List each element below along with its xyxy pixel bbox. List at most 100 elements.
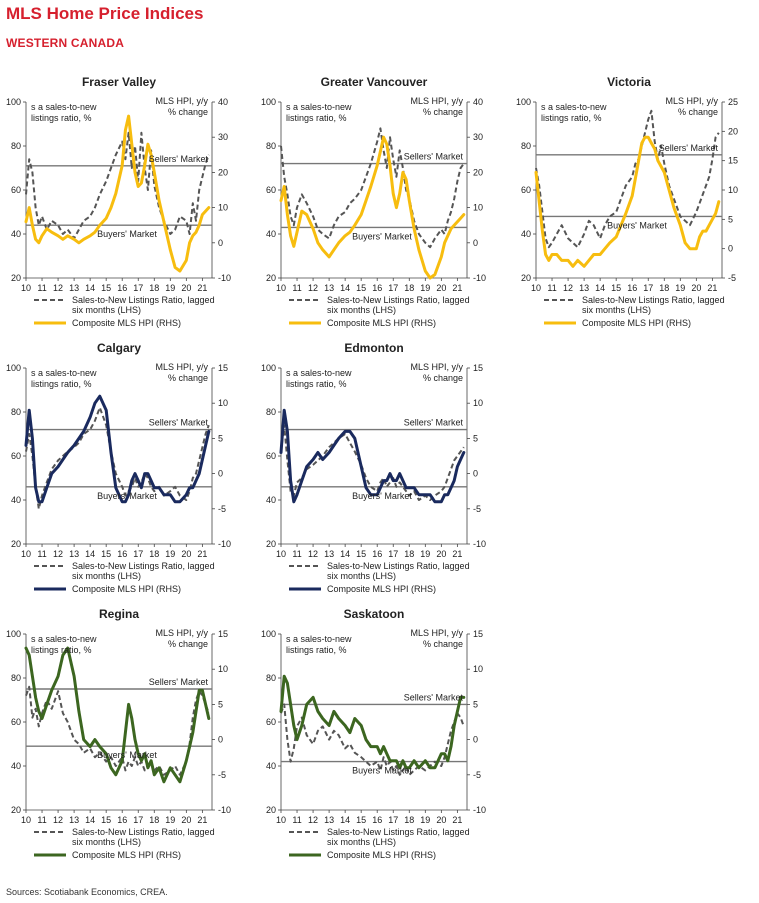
x-tick-label: 13: [579, 283, 589, 293]
left-axis-label: s a sales-to-new listings ratio, %: [541, 102, 607, 123]
x-tick-label: 12: [53, 283, 63, 293]
sellers-market-label: Sellers' Market: [404, 152, 464, 162]
x-tick-label: 21: [197, 815, 207, 825]
right-tick-label: -10: [218, 539, 231, 549]
x-tick-label: 10: [276, 283, 286, 293]
x-tick-label: 11: [37, 283, 46, 293]
hpi-series-line: [279, 674, 466, 770]
x-tick-label: 20: [181, 283, 191, 293]
right-tick-label: -5: [218, 770, 226, 780]
buyers-market-label: Buyers' Market: [352, 491, 412, 501]
chart-title: Edmonton: [344, 341, 403, 355]
left-axis-label: s a sales-to-new listings ratio, %: [286, 634, 352, 655]
chart-greater-vancouver: Greater Vancouver20406080100-10010203040…: [261, 75, 486, 328]
left-tick-label: 100: [516, 97, 531, 107]
right-tick-label: 10: [218, 203, 228, 213]
chart-saskatoon: Saskatoon 20 40 60 80 100 -10 -5 0 5 10 15 10 11 12 13 1…: [261, 607, 486, 860]
left-tick-label: 20: [266, 539, 276, 549]
x-tick-label: 12: [53, 815, 63, 825]
x-tick-label: 11: [292, 815, 301, 825]
x-tick-label: 14: [340, 283, 350, 293]
right-tick-label: 10: [473, 664, 483, 674]
x-tick-label: 15: [611, 283, 621, 293]
legend-ratio-label: Sales-to-New Listings Ratio, lagged six m…: [72, 561, 215, 581]
x-tick-label: 16: [627, 283, 637, 293]
legend-ratio-label: Sales-to-New Listings Ratio, lagged six m…: [327, 561, 470, 581]
right-tick-label: 10: [218, 664, 228, 674]
left-tick-label: 20: [11, 273, 21, 283]
left-tick-label: 40: [521, 229, 531, 239]
x-tick-label: 10: [21, 815, 31, 825]
right-tick-label: 10: [728, 185, 738, 195]
x-tick-label: 11: [547, 283, 556, 293]
right-tick-label: -10: [218, 805, 231, 815]
right-tick-label: 5: [473, 699, 478, 709]
x-tick-label: 15: [356, 549, 366, 559]
legend-ratio-label: Sales-to-New Listings Ratio, lagged six m…: [72, 295, 215, 315]
buyers-market-label: Buyers' Market: [97, 229, 157, 239]
left-tick-label: 80: [11, 407, 21, 417]
right-tick-label: 20: [473, 167, 483, 177]
legend-hpi-label: Composite MLS HPI (RHS): [327, 318, 436, 328]
right-tick-label: 5: [728, 214, 733, 224]
left-axis-label: s a sales-to-new listings ratio, %: [31, 102, 97, 123]
page-subtitle: WESTERN CANADA: [6, 36, 125, 50]
x-tick-label: 21: [197, 283, 207, 293]
x-tick-label: 21: [452, 283, 462, 293]
right-tick-label: 0: [473, 469, 478, 479]
right-tick-label: -10: [473, 805, 486, 815]
x-tick-label: 10: [531, 283, 541, 293]
legend-hpi-label: Composite MLS HPI (RHS): [72, 850, 181, 860]
ratio-series-line: [25, 685, 210, 776]
right-tick-label: -10: [473, 273, 486, 283]
x-tick-label: 11: [292, 549, 301, 559]
left-tick-label: 20: [266, 273, 276, 283]
x-tick-label: 16: [117, 815, 127, 825]
sellers-market-label: Sellers' Market: [404, 692, 464, 702]
x-tick-label: 13: [69, 815, 79, 825]
legend-hpi-label: Composite MLS HPI (RHS): [582, 318, 691, 328]
left-tick-label: 60: [11, 451, 21, 461]
right-tick-label: 15: [218, 629, 228, 639]
left-tick-label: 100: [6, 363, 21, 373]
left-tick-label: 60: [266, 185, 276, 195]
left-tick-label: 80: [266, 673, 276, 683]
right-tick-label: 20: [728, 126, 738, 136]
legend-ratio-label: Sales-to-New Listings Ratio, lagged six m…: [72, 827, 215, 847]
x-tick-label: 21: [452, 549, 462, 559]
chart-title: Calgary: [97, 341, 141, 355]
buyers-market-label: Buyers' Market: [352, 231, 412, 241]
left-tick-label: 80: [266, 141, 276, 151]
chart-title: Greater Vancouver: [321, 75, 428, 89]
chart-title: Saskatoon: [344, 607, 405, 621]
hpi-series-line: [24, 394, 211, 504]
left-tick-label: 100: [261, 629, 276, 639]
hpi-series-line: [24, 114, 211, 273]
left-tick-label: 100: [6, 629, 21, 639]
x-tick-label: 12: [308, 549, 318, 559]
right-axis-label: MLS HPI, y/y% change: [155, 628, 208, 649]
ratio-series-line: [535, 109, 720, 249]
x-tick-label: 20: [436, 815, 446, 825]
legend-ratio-label: Sales-to-New Listings Ratio, lagged six m…: [327, 295, 470, 315]
chart-victoria: Victoria 20 40 60 80 100 -5 0 5 10 15 20 25 10 11 12 13 1…: [516, 75, 738, 328]
right-tick-label: 0: [728, 244, 733, 254]
right-tick-label: 30: [218, 132, 228, 142]
x-tick-label: 18: [659, 283, 669, 293]
x-tick-label: 15: [101, 283, 111, 293]
x-tick-label: 16: [117, 549, 127, 559]
legend-hpi-label: Composite MLS HPI (RHS): [72, 584, 181, 594]
chart-regina: Regina 20 40 60 80 100 -10 -5 0 5 10 15 10 11 12 13 14 15…: [6, 607, 231, 860]
x-tick-label: 14: [85, 283, 95, 293]
buyers-market-label: Buyers' Market: [97, 491, 157, 501]
x-tick-label: 21: [452, 815, 462, 825]
left-tick-label: 60: [266, 451, 276, 461]
hpi-series-line: [279, 135, 466, 280]
ratio-series-line: [280, 703, 465, 776]
x-tick-label: 14: [340, 815, 350, 825]
ratio-series-line: [25, 406, 210, 510]
ratio-series-line: [280, 127, 465, 249]
x-tick-label: 17: [133, 549, 143, 559]
x-tick-label: 17: [388, 549, 398, 559]
right-tick-label: 10: [473, 203, 483, 213]
